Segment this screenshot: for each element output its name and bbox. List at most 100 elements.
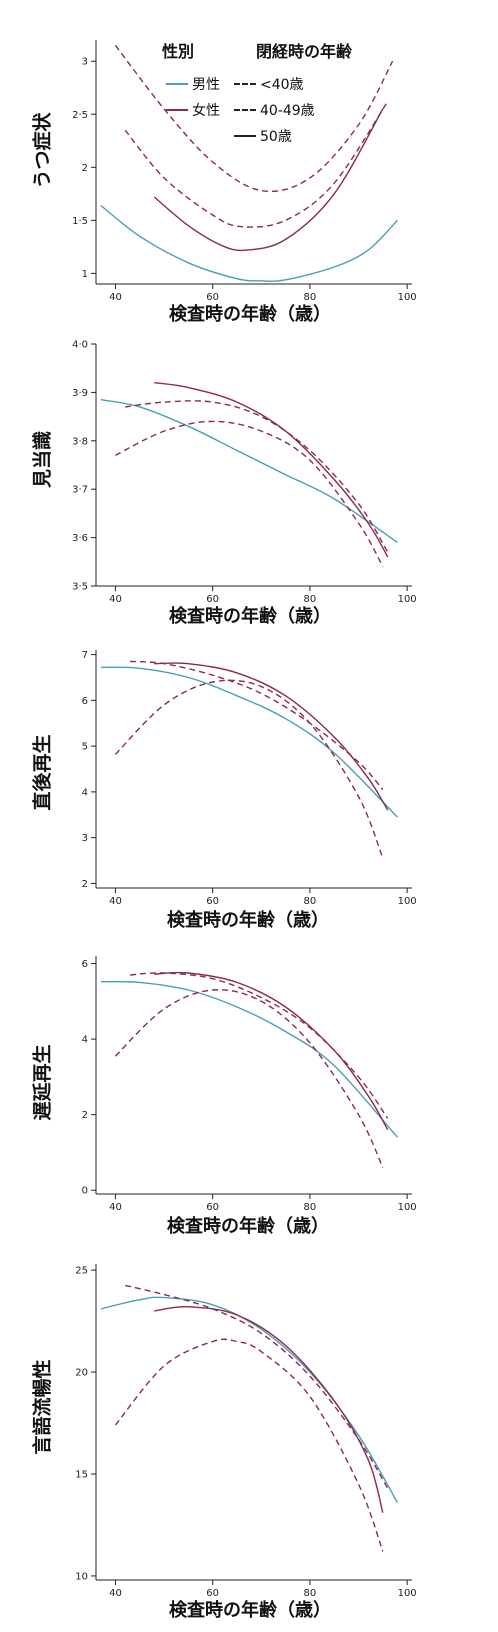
y-tick-label: 0 [82,1186,88,1197]
series-line [125,1284,389,1489]
y-tick-label: 4·0 [72,340,88,351]
series-line [129,972,389,1119]
series-line [100,666,398,818]
x-tick-label: 40 [109,292,122,303]
chart-legend: 性別 閉経時の年齢 男性 女性 <40歳 40-49歳 50歳 [160,38,400,158]
chart-plot-immediate-recall: 2 3 4 5 6 7 40 60 80 100 [82,650,417,907]
chart-panel-depression: 1 1·5 2 2·5 3 40 60 80 100 うつ症状 検査時の年齢（歳） 性別 閉経時… [0,0,498,326]
legend-swatch-lt40 [234,83,256,85]
y-tick-label: 3·5 [72,582,88,593]
legend-swatch-40-49 [234,109,256,111]
y-tick-label: 5 [82,742,88,753]
y-tick-label: 3·6 [72,533,88,544]
legend-item-50: 50歳 [234,126,292,146]
x-tick-label: 100 [398,1588,417,1599]
legend-female-label: 女性 [192,103,220,119]
y-tick-label: 1·5 [72,216,88,227]
y-tick-label: 25 [75,1266,88,1277]
y-tick-label: 2 [82,163,88,174]
x-tick-label: 60 [206,1588,219,1599]
x-tick-label: 80 [304,1588,317,1599]
y-tick-label: 15 [75,1469,88,1480]
legend-swatch-female [166,109,188,111]
chart-plot-depression: 1 1·5 2 2·5 3 40 60 80 100 [72,40,417,303]
y-tick-label: 1 [82,269,88,280]
series-line [124,101,389,228]
chart-panel-immediate-recall: 2 3 4 5 6 7 40 60 80 100 直後再生 検査時の年齢（歳） [0,632,498,942]
x-tick-label: 100 [398,896,417,907]
x-axis-label: 検査時の年齢（歳） [169,606,331,627]
legend-item-lt40: <40歳 [234,74,304,94]
y-tick-label: 3 [82,57,88,68]
y-tick-label: 4 [82,1035,88,1046]
series-line [154,1306,384,1513]
y-tick-label: 10 [75,1571,88,1582]
x-tick-label: 60 [206,292,219,303]
y-tick-label: 3 [82,833,88,844]
legend-40-49-label: 40-49歳 [260,103,315,119]
y-tick-label: 3·7 [72,485,88,496]
legend-menopause-title: 閉経時の年齢 [256,42,353,61]
legend-sex-title: 性別 [162,42,195,61]
x-axis-label: 検査時の年齢（歳） [169,304,331,325]
y-axis-label: うつ症状 [31,112,54,189]
chart-panel-delayed-recall: 0 2 4 6 40 60 80 100 遅延再生 検査時の年齢（歳） [0,942,498,1246]
y-tick-label: 3·8 [72,436,88,447]
x-tick-label: 100 [398,594,417,605]
series-line [114,1338,384,1552]
legend-50-label: 50歳 [260,129,292,145]
x-tick-label: 40 [109,1588,122,1599]
legend-item-male: 男性 [166,74,220,94]
series-line [100,204,398,282]
legend-item-40-49: 40-49歳 [234,100,315,120]
series-line [100,1296,399,1503]
y-tick-label: 3·9 [72,388,88,399]
legend-swatch-male [166,83,188,85]
x-tick-label: 40 [109,594,122,605]
y-tick-label: 2 [82,1110,88,1121]
legend-male-label: 男性 [192,77,220,93]
x-tick-label: 40 [109,896,122,907]
series-line [114,679,384,859]
y-tick-label: 7 [82,650,88,661]
y-tick-label: 6 [82,696,88,707]
x-tick-label: 40 [109,1202,122,1213]
y-axis-label: 言語流暢性 [31,1359,54,1455]
y-axis-label: 見当識 [31,431,54,489]
x-tick-label: 60 [206,594,219,605]
legend-lt40-label: <40歳 [260,77,304,93]
x-tick-label: 60 [206,1202,219,1213]
series-line [114,44,394,193]
y-tick-label: 4 [82,787,88,798]
chart-plot-verbal-fluency: 10 15 20 25 40 60 80 100 [75,1264,417,1599]
legend-item-female: 女性 [166,100,220,120]
x-axis-label: 検査時の年齢（歳） [169,1600,331,1621]
x-axis-label: 検査時の年齢（歳） [167,1216,329,1237]
y-axis-label: 直後再生 [31,734,54,811]
x-tick-label: 80 [304,594,317,605]
chart-panel-orientation: 3·5 3·6 3·7 3·8 3·9 4·0 40 60 80 100 見当識 検査時の年齢（歳… [0,326,498,632]
y-tick-label: 6 [82,959,88,970]
series-line [154,971,389,1131]
x-tick-label: 80 [304,896,317,907]
y-axis-label: 遅延再生 [31,1044,54,1121]
x-tick-label: 80 [304,292,317,303]
series-line [153,108,384,252]
x-tick-label: 80 [304,1202,317,1213]
x-axis-label: 検査時の年齢（歳） [167,910,329,931]
x-tick-label: 100 [398,1202,417,1213]
y-tick-label: 20 [75,1368,88,1379]
y-tick-label: 2 [82,879,88,890]
x-tick-label: 100 [398,292,417,303]
legend-swatch-50 [234,135,256,137]
series-line [115,420,384,567]
y-tick-label: 2·5 [72,110,88,121]
series-line [154,382,389,558]
chart-plot-orientation: 3·5 3·6 3·7 3·8 3·9 4·0 40 60 80 100 [72,340,417,606]
x-tick-label: 60 [206,896,219,907]
chart-panel-verbal-fluency: 10 15 20 25 40 60 80 100 言語流暢性 検査時の年齢（歳） [0,1246,498,1632]
series-line [100,980,398,1138]
chart-plot-delayed-recall: 0 2 4 6 40 60 80 100 [82,956,417,1213]
series-line [125,400,389,553]
series-line [100,399,398,543]
